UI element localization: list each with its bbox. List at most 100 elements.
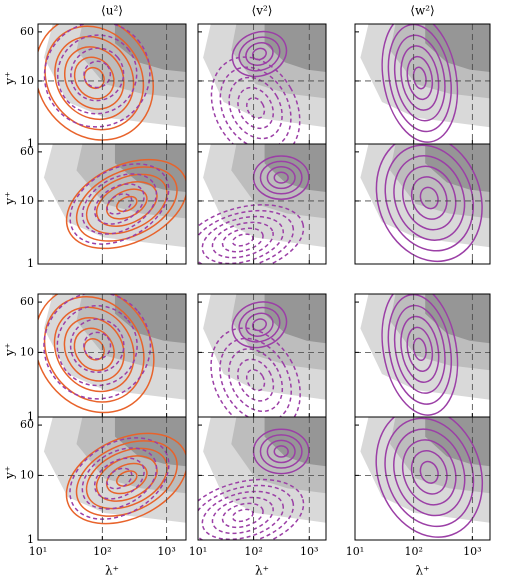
- contour: [259, 160, 303, 195]
- shade: [114, 144, 186, 192]
- panel: [198, 417, 326, 540]
- contour: [228, 348, 284, 413]
- y-tick-label: 60: [20, 295, 34, 308]
- x-tick-label: 10¹: [189, 545, 207, 558]
- contour: [406, 55, 434, 101]
- contour: [85, 173, 168, 235]
- panel: [355, 24, 490, 144]
- y-axis-label: y⁺: [3, 343, 17, 357]
- contour: [38, 24, 154, 141]
- contour: [81, 447, 158, 510]
- panel: [198, 24, 326, 144]
- contour: [219, 66, 292, 144]
- contour: [384, 417, 475, 528]
- contour: [70, 47, 125, 102]
- x-axis-label: λ⁺: [416, 564, 430, 578]
- contour: [231, 233, 254, 247]
- contour: [221, 227, 264, 253]
- contour: [381, 24, 459, 143]
- contour: [393, 155, 466, 241]
- panel: [355, 417, 490, 540]
- contour: [56, 34, 138, 115]
- contour: [259, 434, 303, 469]
- frame: [197, 143, 327, 265]
- contour: [406, 326, 434, 373]
- contour: [83, 338, 105, 361]
- x-tick-label: 10³: [300, 545, 318, 558]
- panel: [38, 144, 186, 264]
- contour: [410, 176, 448, 220]
- contour: [266, 439, 296, 464]
- frame: [37, 416, 187, 541]
- contour: [245, 42, 274, 66]
- y-axis-label: y⁺: [3, 191, 17, 205]
- contour: [237, 86, 275, 130]
- panel: [38, 417, 186, 540]
- column-title: ⟨v²⟩: [252, 4, 273, 18]
- contour: [419, 186, 439, 210]
- contour: [237, 358, 275, 402]
- y-tick-label: 10: [20, 74, 34, 87]
- contour: [251, 318, 267, 332]
- contour: [381, 294, 459, 416]
- y-tick-label: 60: [20, 145, 34, 158]
- contour: [201, 215, 284, 264]
- contour: [251, 47, 267, 61]
- contour: [73, 56, 115, 100]
- contour: [65, 432, 186, 525]
- contour: [246, 97, 266, 119]
- frame: [354, 143, 491, 265]
- contour: [393, 428, 466, 517]
- panel: [38, 294, 186, 417]
- contour: [115, 470, 138, 487]
- panel: [38, 24, 186, 144]
- contour: [210, 327, 301, 417]
- contour: [387, 294, 452, 405]
- contour: [419, 460, 439, 484]
- contour: [402, 165, 457, 231]
- contour: [231, 508, 254, 523]
- contour: [201, 490, 285, 540]
- contour: [410, 449, 448, 495]
- y-tick-label: 10: [20, 345, 34, 358]
- contour: [211, 496, 274, 535]
- x-tick-label: 10¹: [346, 545, 364, 558]
- panel: [198, 144, 326, 264]
- contour: [211, 221, 274, 259]
- x-axis-label: λ⁺: [255, 564, 269, 578]
- frame: [354, 416, 491, 541]
- contour: [245, 368, 266, 392]
- contour: [75, 440, 178, 517]
- x-tick-label: 10¹: [29, 545, 47, 558]
- contour: [401, 439, 457, 506]
- y-tick-label: 60: [20, 25, 34, 38]
- shade: [425, 417, 490, 467]
- y-tick-label: 1: [27, 533, 34, 546]
- contour: [43, 24, 151, 128]
- contour: [95, 181, 158, 227]
- contour: [93, 457, 145, 500]
- frame: [37, 143, 187, 265]
- y-tick-label: 1: [27, 257, 34, 270]
- contour: [73, 327, 115, 372]
- contour: [63, 317, 125, 382]
- contour: [75, 166, 178, 242]
- contour: [245, 312, 274, 337]
- contour: [53, 306, 135, 393]
- contour: [273, 171, 289, 184]
- contour: [85, 447, 168, 510]
- contour: [384, 144, 475, 252]
- contour: [210, 56, 301, 144]
- x-tick-label: 10²: [93, 545, 111, 558]
- contour: [375, 417, 484, 538]
- frame: [197, 416, 327, 541]
- contour: [400, 45, 440, 111]
- contour: [228, 76, 283, 140]
- y-axis-label: y⁺: [3, 466, 17, 480]
- contour: [94, 183, 145, 225]
- contour: [83, 66, 105, 90]
- x-axis-label: λ⁺: [105, 564, 119, 578]
- contour: [69, 163, 170, 245]
- contour: [393, 304, 446, 394]
